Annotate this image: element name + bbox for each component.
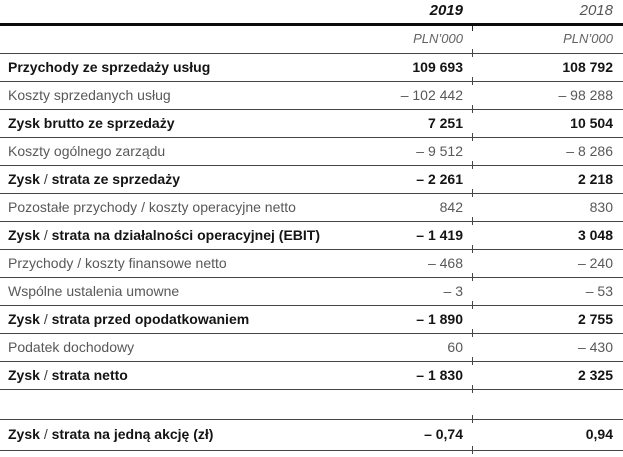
row-label: Zysk / strata netto (8, 366, 128, 383)
row-value-2019: 60 (447, 338, 463, 355)
row-value-2018: 3 048 (577, 226, 613, 243)
unit-2019: PLN’000 (413, 31, 463, 47)
row-label: Zysk brutto ze sprzedaży (8, 114, 175, 131)
row-label: Podatek dochodowy (8, 338, 135, 355)
row-value-2019: – 0,74 (424, 426, 463, 443)
year-2018-header: 2018 (579, 2, 613, 20)
row-value-2018: – 8 286 (566, 142, 613, 159)
column-divider-tick (472, 105, 473, 113)
column-divider-tick (472, 133, 473, 141)
row-value-2018: 2 325 (577, 366, 613, 383)
column-divider-tick (472, 446, 473, 454)
year-header-row: 2019 2018 (0, 0, 623, 31)
table-row-joint-arrangements: Wspólne ustalenia umowne – 3 – 53 (0, 278, 623, 309)
row-value-2019: – 1 419 (416, 226, 463, 243)
row-value-2019: – 468 (427, 254, 463, 271)
column-divider-tick (472, 245, 473, 253)
row-label: Zysk / strata przed opodatkowaniem (8, 310, 250, 327)
row-value-2018: 10 504 (570, 114, 613, 131)
year-2019-header: 2019 (429, 2, 463, 20)
column-divider-tick (472, 189, 473, 197)
column-divider-tick (472, 26, 473, 31)
row-label: Pozostałe przychody / koszty operacyjne … (8, 198, 296, 215)
table-row-eps: Zysk / strata na jedną akcję (zł) – 0,74… (0, 420, 623, 454)
column-divider-tick (472, 273, 473, 281)
table-row-profit-on-sales: Zysk / strata ze sprzedaży – 2 261 2 218 (0, 166, 623, 197)
column-divider-tick (472, 49, 473, 57)
row-value-2018: 108 792 (562, 58, 613, 75)
column-divider-tick (472, 77, 473, 85)
table-row-cost-of-sales: Koszty sprzedanych usług – 102 442 – 98 … (0, 82, 623, 113)
column-divider-tick (472, 415, 473, 423)
row-value-2019: – 2 261 (416, 170, 463, 187)
table-row-other-operating: Pozostałe przychody / koszty operacyjne … (0, 194, 623, 225)
column-divider-tick (472, 357, 473, 365)
row-value-2018: – 240 (577, 254, 613, 271)
column-divider-tick (472, 329, 473, 337)
row-value-2019: – 1 890 (416, 310, 463, 327)
row-label: Zysk / strata ze sprzedaży (8, 170, 180, 187)
row-value-2019: – 102 442 (400, 86, 463, 103)
row-value-2019: 7 251 (427, 114, 463, 131)
row-value-2018: – 430 (577, 338, 613, 355)
row-label: Zysk / strata na działalności operacyjne… (8, 226, 321, 243)
column-divider-tick (472, 385, 473, 393)
spacer-row (0, 390, 623, 423)
row-value-2019: – 9 512 (416, 142, 463, 159)
unit-row: PLN’000 PLN’000 (0, 26, 623, 57)
row-value-2018: – 53 (585, 282, 613, 299)
column-divider-tick (472, 301, 473, 309)
table-row-revenue: Przychody ze sprzedaży usług 109 693 108… (0, 54, 623, 85)
row-value-2019: – 3 (443, 282, 463, 299)
row-label: Zysk / strata na jedną akcję (zł) (8, 426, 214, 443)
row-label: Przychody / koszty finansowe netto (8, 254, 227, 271)
row-value-2018: 2 218 (577, 170, 613, 187)
table-row-profit-before-tax: Zysk / strata przed opodatkowaniem – 1 8… (0, 306, 623, 337)
row-label: Przychody ze sprzedaży usług (8, 58, 211, 75)
row-value-2019: – 1 830 (416, 366, 463, 383)
table-row-income-tax: Podatek dochodowy 60 – 430 (0, 334, 623, 365)
column-divider-tick (472, 161, 473, 169)
row-label: Koszty sprzedanych usług (8, 86, 171, 103)
row-label: Koszty ogólnego zarządu (8, 142, 166, 159)
table-row-finance-net: Przychody / koszty finansowe netto – 468… (0, 250, 623, 281)
row-value-2018: 830 (589, 198, 613, 215)
unit-2018: PLN’000 (563, 31, 613, 47)
table-row-admin-costs: Koszty ogólnego zarządu – 9 512 – 8 286 (0, 138, 623, 169)
row-value-2018: 0,94 (585, 426, 613, 443)
row-value-2018: – 98 288 (558, 86, 614, 103)
table-row-ebit: Zysk / strata na działalności operacyjne… (0, 222, 623, 253)
row-value-2018: 2 755 (577, 310, 613, 327)
row-value-2019: 842 (439, 198, 463, 215)
row-label: Wspólne ustalenia umowne (8, 282, 180, 299)
row-value-2019: 109 693 (412, 58, 463, 75)
column-divider-tick (472, 217, 473, 225)
table-row-gross-profit: Zysk brutto ze sprzedaży 7 251 10 504 (0, 110, 623, 141)
table-row-net-profit: Zysk / strata netto – 1 830 2 325 (0, 362, 623, 393)
